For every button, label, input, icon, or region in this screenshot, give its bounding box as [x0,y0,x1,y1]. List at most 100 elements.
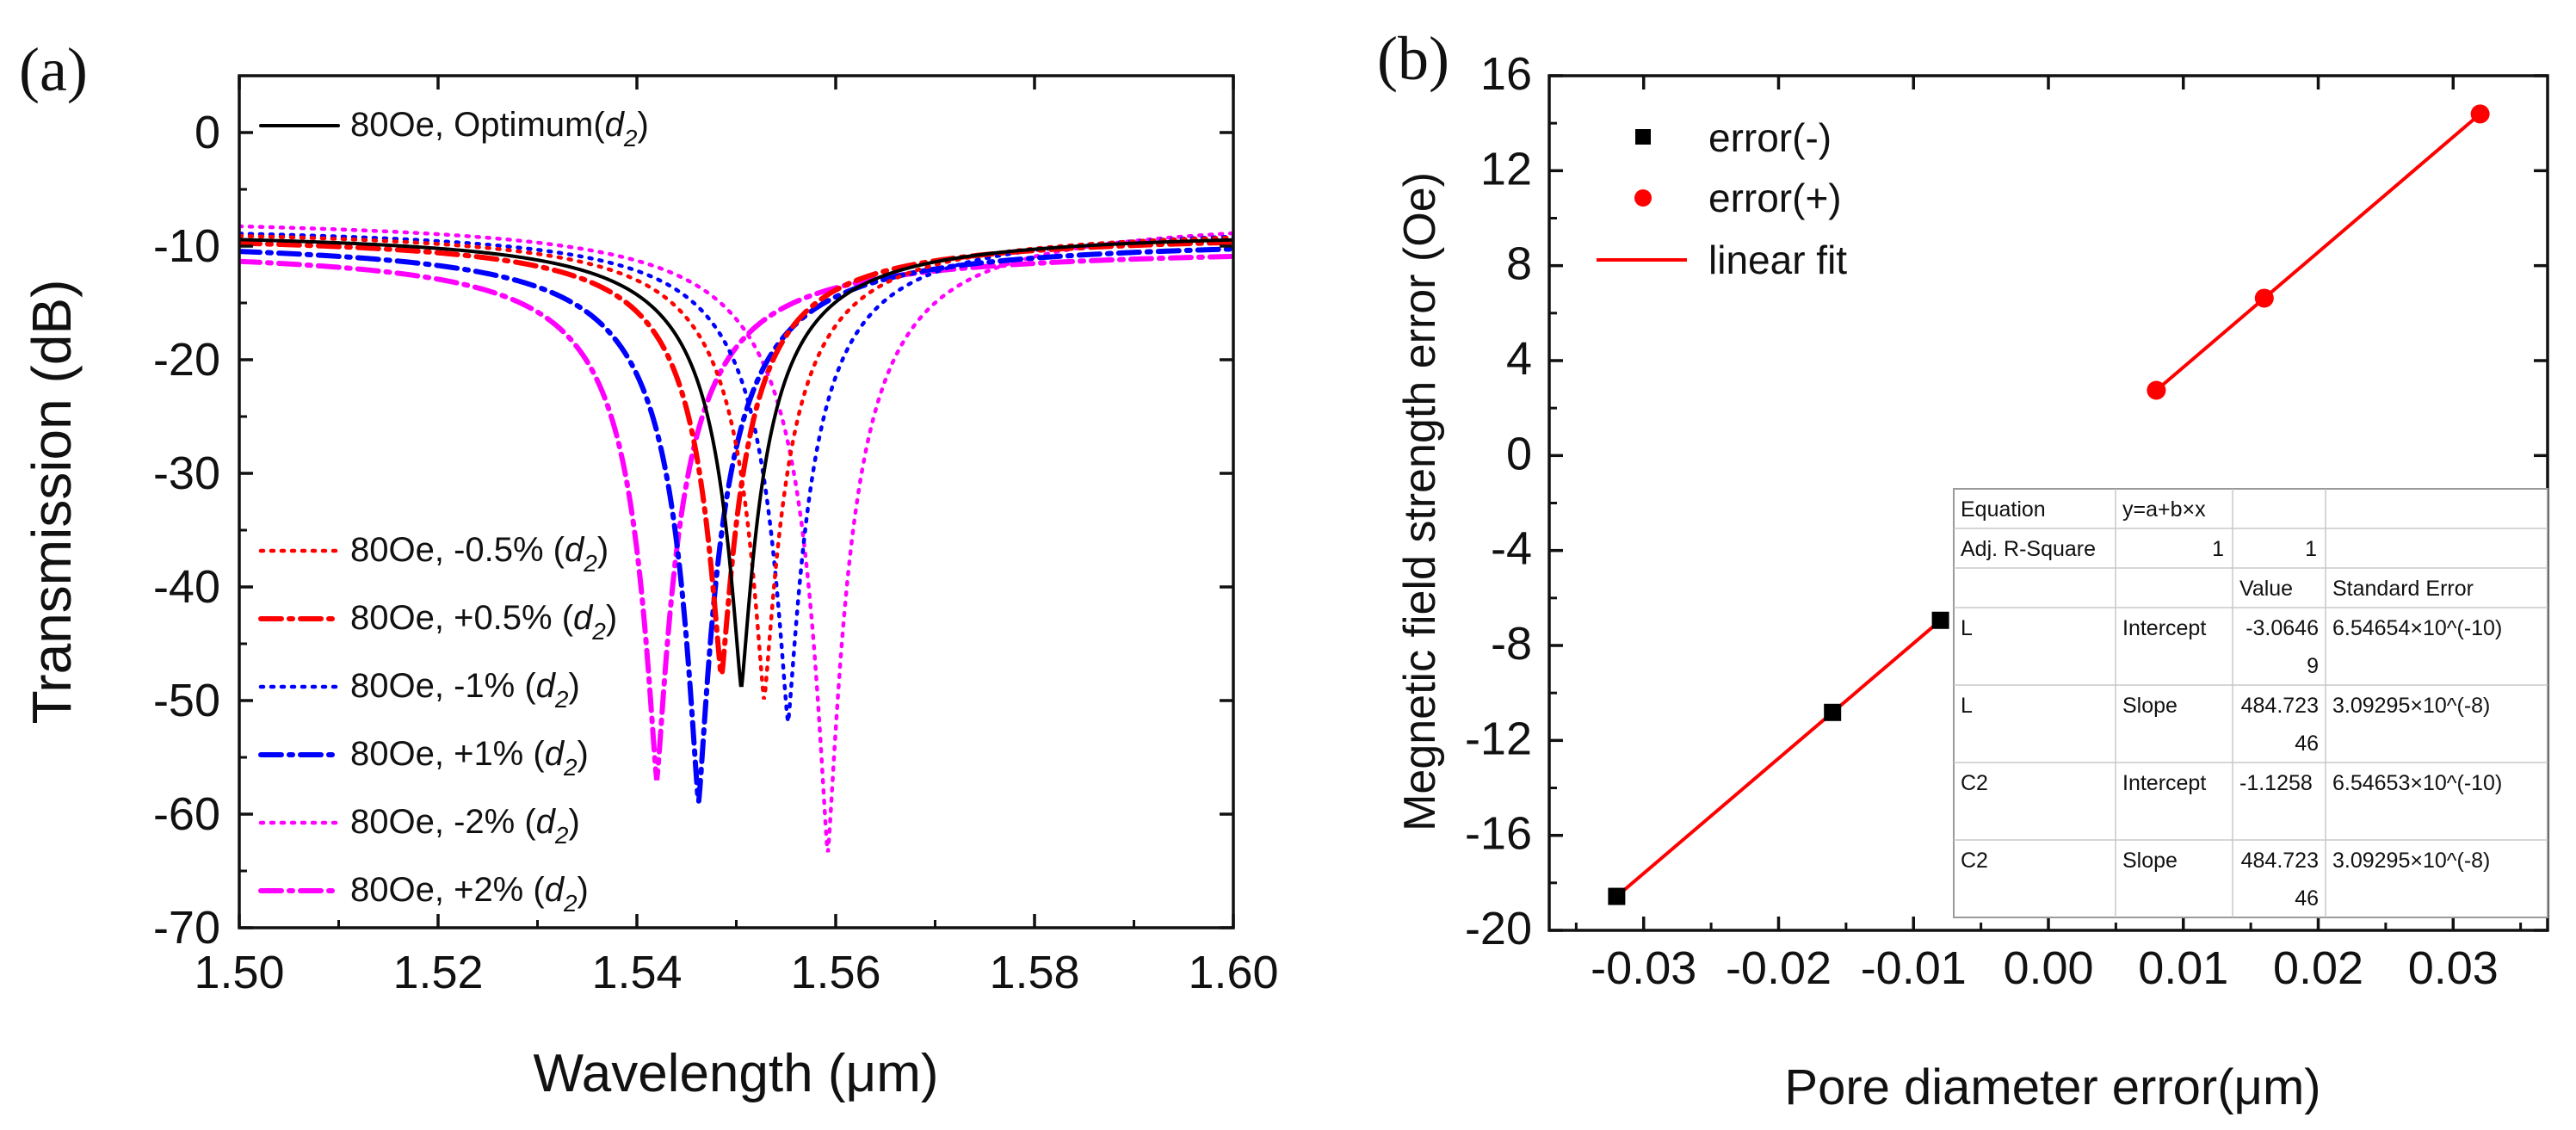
x-tick-label: 1.54 [591,947,682,998]
y-tick-label: 16 [1480,48,1532,100]
panel-b: (b) -0.03 -0.02 -0.01 0.00 0.01 0.02 0.03 -20-… [1377,24,2549,1115]
legend-entry-80oe-1: 80Oe, +1% (d2) [258,735,589,781]
table-cell: Slope [2122,849,2178,873]
panel-a-legend-top: 80Oe, Optimum(d2) [259,106,649,151]
table-cell: Value [2239,577,2293,601]
data-point-error [2254,288,2274,308]
x-tick-label: -0.03 [1591,942,1696,994]
panel-a-label: (a) [19,35,88,104]
legend-label: 80Oe, Optimum(d2) [350,106,649,151]
y-tick-label: -20 [1465,903,1532,954]
x-tick-label: 0.02 [2273,942,2363,994]
y-tick-label: -40 [153,561,220,613]
table-cell: Intercept [2122,771,2206,795]
table-cell: 6.54653×10^(-10) [2332,771,2502,795]
legend-entry-80oe-optimum: 80Oe, Optimum(d2) [259,106,649,151]
table-cell: 484.723 46 [2241,849,2319,911]
legend-entry-error: error(+) [1634,176,1842,220]
table-cell: Equation [1961,497,2046,522]
table-cell: L [1961,616,1973,640]
y-tick-label: 0 [195,107,220,158]
table-cell: Intercept [2122,616,2206,640]
y-tick-label: -10 [153,220,220,272]
y-tick-label: -12 [1465,713,1532,764]
legend-label: 80Oe, +2% (d2) [350,871,589,917]
linear-fit-line-error [2155,112,2481,392]
x-tick-label: 1.52 [392,947,483,998]
data-point-error [1824,703,1842,721]
table-cell: L [1961,694,1973,718]
series-line-80oe-1 [239,246,1233,802]
table-cell: y=a+b×x [2122,497,2206,522]
panel-a-x-ticks: 1.50 1.52 1.54 1.56 1.58 1.60 [194,76,1279,998]
legend-label: 80Oe, +1% (d2) [350,735,589,781]
y-tick-label: -20 [153,334,220,386]
panel-b-legend: error(-) error(+) linear fit [1597,115,1847,282]
legend-swatch [1634,189,1652,207]
legend-label: 80Oe, -1% (d2) [350,667,580,713]
y-tick-label: -60 [153,788,220,840]
x-tick-label: 1.56 [790,947,880,998]
legend-label: linear fit [1708,238,1847,282]
legend-label: 80Oe, +0.5% (d2) [350,599,617,645]
legend-swatch [1635,129,1651,145]
y-tick-label: -70 [153,902,220,954]
table-cell: 1 [2212,537,2224,561]
panel-b-x-ticks: -0.03 -0.02 -0.01 0.00 0.01 0.02 0.03 [1574,76,2523,994]
legend-entry-error: error(-) [1635,115,1832,160]
table-cell: 3.09295×10^(-8) [2332,849,2490,873]
table-cell: -3.0646 9 [2246,616,2319,678]
y-tick-label: 12 [1480,143,1532,195]
y-tick-label: -30 [153,448,220,499]
panel-a-frame [238,74,1235,929]
x-tick-label: -0.02 [1726,942,1832,994]
y-tick-label: -4 [1491,523,1532,575]
table-cell: 484.723 46 [2241,694,2319,756]
x-tick-label: 1.60 [1188,947,1278,998]
series-line-80oe-optimum [239,238,1233,688]
series-line-80oe-2 [239,253,1233,781]
panel-a-y-ticks: 0 -10 -20 -30 -40 -50 -60 -70 [153,107,1233,954]
legend-entry-80oe-0-5: 80Oe, +0.5% (d2) [258,599,617,645]
table-cell: 1 [2305,537,2317,561]
x-tick-label: 0.01 [2138,942,2228,994]
x-tick-label: 1.50 [194,947,284,998]
panel-a-x-axis-title: Wavelength (μm) [534,1044,939,1103]
legend-label: 80Oe, -0.5% (d2) [350,531,608,577]
panel-b-y-ticks: -20 -16 -12 -8 -4 0 4 8 12 16 [1465,48,2548,954]
y-tick-label: 8 [1506,238,1532,290]
panel-b-x-axis-title: Pore diameter error(μm) [1784,1059,2320,1115]
table-background [1953,488,2548,918]
x-tick-label: 0.00 [2003,942,2093,994]
legend-entry-80oe-0-5: 80Oe, -0.5% (d2) [258,531,608,577]
legend-label: error(-) [1708,115,1832,160]
panel-b-plot-content [1608,104,2490,905]
table-cell: 3.09295×10^(-8) [2332,694,2490,718]
x-tick-label: -0.01 [1861,942,1967,994]
data-point-error [2147,380,2166,400]
table-cell: C2 [1961,849,1988,873]
table-cell: C2 [1961,771,1988,795]
y-tick-label: 0 [1506,428,1532,479]
legend-entry-80oe-1: 80Oe, -1% (d2) [258,667,580,713]
table-cell: Standard Error [2332,577,2474,601]
panel-b-label: (b) [1377,24,1449,93]
y-tick-label: -8 [1491,618,1532,670]
data-point-error [2470,104,2490,124]
y-tick-label: -16 [1465,808,1532,860]
x-tick-label: 1.58 [989,947,1079,998]
panel-b-y-axis-title: Megnetic field strength error (Oe) [1395,172,1445,831]
table-cell: Adj. R-Square [1961,537,2096,561]
panel-a: (a) 1.50 1.52 1.54 1.56 1.58 1.60 0 -10 -20 -30 -… [19,35,1279,1103]
data-point-error [1931,611,1949,629]
table-cell: 6.54654×10^(-10) [2332,616,2502,640]
legend-label: error(+) [1708,176,1842,220]
y-tick-label: -50 [153,675,220,726]
data-point-error [1608,887,1626,905]
legend-label: 80Oe, -2% (d2) [350,803,580,849]
linear-fit-line-error [1615,619,1942,898]
legend-entry-80oe-2: 80Oe, -2% (d2) [258,803,580,849]
legend-entry-linear-fit: linear fit [1597,238,1847,282]
legend-entry-80oe-2: 80Oe, +2% (d2) [258,871,589,917]
